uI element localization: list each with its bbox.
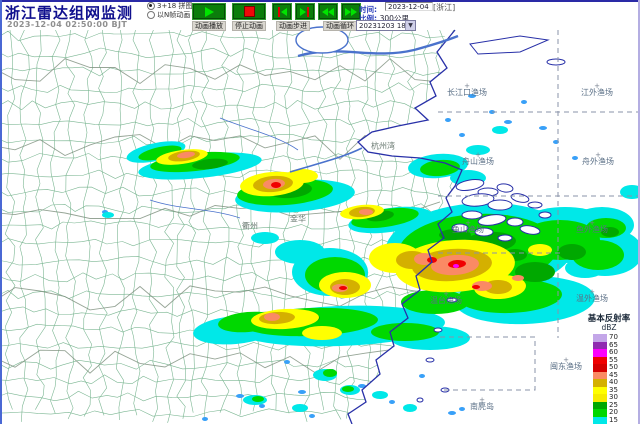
legend-value: 35: [609, 385, 618, 394]
radio-icon: [147, 1, 155, 10]
legend-unit: dBZ: [601, 323, 617, 332]
step-buttons-label: 动画步进: [276, 21, 310, 31]
time-label: 时间:: [359, 5, 377, 14]
scale-label: 比例:: [359, 14, 377, 23]
animation-stop-button[interactable]: [232, 3, 266, 20]
legend-entry: 40: [579, 378, 639, 387]
bar-icon: [307, 6, 309, 17]
legend-swatch: [593, 356, 607, 364]
fast-forward-icon: [351, 7, 357, 16]
legend-value: 60: [609, 348, 618, 356]
window-top-border: [0, 0, 640, 2]
legend-swatch: [593, 349, 607, 357]
reflectivity-legend: 基本反射率 dBZ 70 65 60 55 50 45 40 35 30 25 20 15: [579, 314, 639, 424]
legend-value: 15: [609, 415, 618, 424]
frame-select-dropdown[interactable]: 20231203 1850 ▼: [356, 20, 416, 31]
legend-value: 25: [609, 400, 618, 409]
legend-swatch: [593, 386, 607, 394]
legend-swatch: [593, 364, 607, 372]
mosaic-mode-group: 3+18 拼图 以N帧动画: [147, 1, 192, 19]
legend-entry: 65: [579, 340, 639, 349]
step-forward-icon: [300, 7, 306, 16]
chevron-down-icon[interactable]: ▼: [405, 21, 415, 30]
page-title: 浙江雷达组网监测: [5, 4, 134, 22]
legend-value: 55: [609, 355, 618, 364]
legend-value: 30: [609, 393, 618, 401]
legend-value: 70: [609, 333, 618, 341]
frame-select-value: 20231203 1850: [359, 22, 415, 30]
region-tag: [浙江]: [433, 3, 456, 12]
legend-entry: 50: [579, 363, 639, 372]
scale-value: 300公里: [379, 14, 409, 23]
radio-icon: [147, 10, 155, 19]
rewind-icon: [322, 7, 328, 16]
legend-entry: 60: [579, 348, 639, 357]
legend-entry: 25: [579, 400, 639, 409]
stop-button-label: 停止动画: [232, 21, 266, 31]
radar-echoes: [102, 94, 640, 421]
play-button-label: 动画播放: [192, 21, 226, 31]
legend-swatch: [593, 401, 607, 409]
legend-value: 20: [609, 408, 618, 416]
legend-entry: 35: [579, 385, 639, 394]
coastline: [347, 29, 463, 424]
loop-buttons-label: 动画循环: [323, 21, 357, 31]
legend-entry: 15: [579, 415, 639, 424]
legend-value: 65: [609, 340, 618, 349]
fast-forward-icon: [345, 7, 351, 16]
legend-swatch: [593, 409, 607, 417]
lake-taihu: [295, 26, 349, 54]
radio-label: 以N帧动画: [157, 10, 191, 19]
rewind-icon: [328, 7, 334, 16]
step-back-button[interactable]: [272, 3, 292, 20]
latlon-gridlines: [438, 30, 640, 391]
legend-value: 40: [609, 378, 618, 386]
legend-entry: 45: [579, 370, 639, 379]
legend-value: 45: [609, 370, 618, 379]
legend-swatch: [593, 371, 607, 379]
legend-swatch: [593, 416, 607, 424]
city-boundaries: [0, 58, 441, 374]
legend-swatch: [593, 379, 607, 387]
legend-entry: 70: [579, 333, 639, 342]
legend-swatch: [593, 394, 607, 402]
mosaic-mode-radio[interactable]: 以N帧动画: [147, 10, 192, 19]
radio-label: 3+18 拼图: [157, 1, 193, 10]
header-timestamp: 2023-12-04 02:50:00 BJT: [7, 20, 128, 29]
legend-title: 基本反射率: [587, 314, 631, 324]
fast-forward-button[interactable]: [341, 3, 361, 20]
legend-swatch: [593, 334, 607, 342]
mosaic-mode-radio[interactable]: 3+18 拼图: [147, 1, 192, 10]
legend-entry: 55: [579, 355, 639, 364]
window-left-border: [0, 0, 2, 424]
scale-row: 比例: 300公里: [359, 13, 409, 24]
play-icon: [204, 6, 214, 17]
legend-entry: 20: [579, 408, 639, 417]
islands: [416, 35, 566, 403]
legend-value: 50: [609, 363, 618, 371]
window-right-border: [638, 0, 640, 424]
animation-play-button[interactable]: [192, 3, 226, 20]
legend-rows: 70 65 60 55 50 45 40 35 30 25 20 15: [579, 333, 639, 424]
legend-entry: 30: [579, 393, 639, 402]
stop-icon: [243, 6, 255, 17]
time-value-box[interactable]: 2023-12-04: [385, 2, 433, 11]
bar-icon: [278, 6, 280, 17]
step-forward-button[interactable]: [295, 3, 315, 20]
rewind-button[interactable]: [318, 3, 338, 20]
legend-swatch: [593, 341, 607, 349]
rivers: [149, 34, 459, 219]
step-back-icon: [281, 7, 287, 16]
